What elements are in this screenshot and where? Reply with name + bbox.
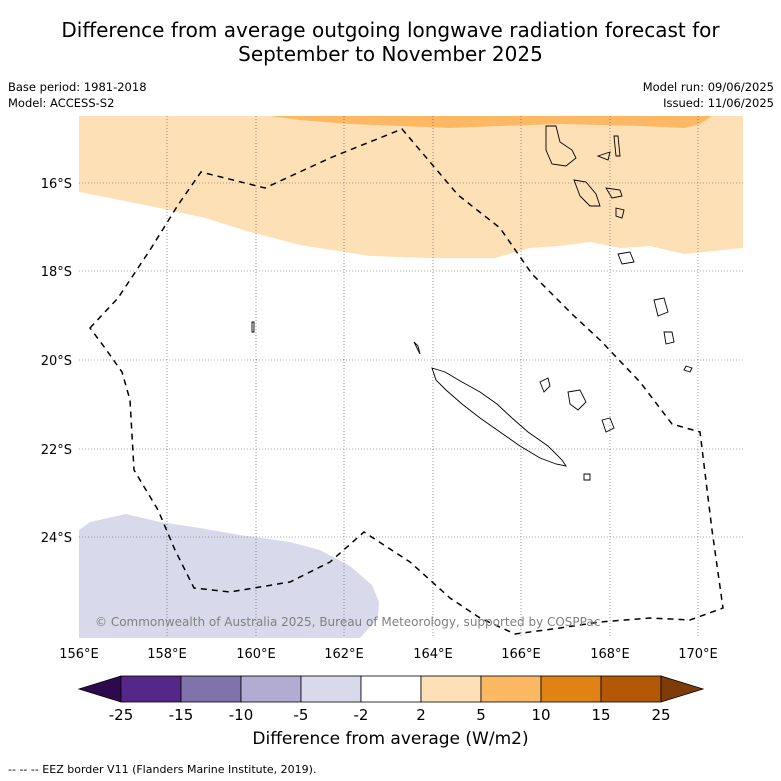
- lon-label: 160°E: [236, 647, 276, 662]
- colorbar: -25 -15 -10 -5 -2 2 5 10 15 25: [77, 675, 705, 724]
- eez-footnote: -- -- -- EEZ border V11 (Flanders Marine…: [8, 763, 317, 776]
- colorbar-tick: -15: [169, 706, 194, 724]
- longitude-labels: 156°E 158°E 160°E 162°E 164°E 166°E 168°…: [59, 647, 718, 662]
- colorbar-swatch: [600, 675, 662, 703]
- model-name: Model: ACCESS-S2: [8, 96, 115, 110]
- lat-label: 24°S: [41, 531, 72, 546]
- island-vanuatu-pentecost: [613, 135, 621, 157]
- lat-label: 16°S: [41, 177, 72, 192]
- colorbar-swatch: [240, 675, 302, 703]
- latitude-labels: 16°S 18°S 20°S 22°S 24°S: [41, 177, 72, 546]
- island-west-small: [251, 321, 255, 333]
- issued-date: Issued: 11/06/2025: [663, 96, 774, 110]
- colorbar-swatch: [300, 675, 362, 703]
- colorbar-tick: 5: [476, 706, 486, 724]
- colorbar-swatch: [420, 675, 482, 703]
- colorbar-tick: -2: [354, 706, 369, 724]
- colorbar-tick: 25: [651, 706, 670, 724]
- lat-label: 22°S: [41, 443, 72, 458]
- lon-label: 162°E: [324, 647, 364, 662]
- lon-label: 164°E: [413, 647, 453, 662]
- colorbar-extend-high: [660, 675, 705, 703]
- lat-label: 20°S: [41, 354, 72, 369]
- model-run: Model run: 09/06/2025: [642, 80, 774, 94]
- copyright-text: © Commonwealth of Australia 2025, Bureau…: [95, 615, 600, 629]
- island-loyalty-3: [601, 417, 615, 433]
- colorbar-swatch: [360, 675, 422, 703]
- gridlines: [79, 116, 743, 638]
- colorbar-tick: 10: [531, 706, 550, 724]
- colorbar-tick: -25: [109, 706, 134, 724]
- island-vanuatu-santo: [545, 125, 577, 167]
- meta-left: Base period: 1981-2018 Model: ACCESS-S2: [8, 79, 147, 111]
- title-line-2: September to November 2025: [238, 42, 543, 66]
- coastlines: [251, 125, 693, 481]
- island-vanuatu-malekula: [573, 179, 601, 207]
- lon-label: 158°E: [147, 647, 187, 662]
- island-vanuatu-ambae: [596, 151, 611, 161]
- colorbar-extend-low: [77, 675, 122, 703]
- lon-label: 168°E: [590, 647, 630, 662]
- island-chesterfield: [413, 341, 421, 355]
- island-vanuatu-tanna: [617, 251, 635, 265]
- island-matthew: [653, 297, 669, 317]
- island-vanuatu-efate: [605, 187, 623, 199]
- island-hunter: [663, 331, 675, 345]
- anomaly-region-light-orange: [79, 116, 743, 258]
- title-line-1: Difference from average outgoing longwav…: [61, 18, 720, 42]
- colorbar-swatch: [480, 675, 542, 703]
- lon-label: 156°E: [59, 647, 99, 662]
- colorbar-label: Difference from average (W/m2): [252, 729, 529, 749]
- island-loyalty-1: [539, 377, 551, 393]
- island-new-caledonia: [431, 367, 567, 467]
- lat-label: 18°S: [41, 265, 72, 280]
- meta-right: Model run: 09/06/2025 Issued: 11/06/2025: [643, 79, 774, 111]
- anomaly-region-orange: [270, 116, 712, 128]
- colorbar-swatch: [180, 675, 242, 703]
- island-walpole: [683, 365, 693, 373]
- map-title: Difference from average outgoing longwav…: [0, 18, 781, 66]
- colorbar-swatch: [540, 675, 602, 703]
- eez-border: [89, 128, 724, 635]
- base-period: Base period: 1981-2018: [8, 80, 147, 94]
- colorbar-tick: 2: [416, 706, 426, 724]
- anomaly-region-lavender: [79, 514, 379, 638]
- colorbar-tick: -5: [294, 706, 309, 724]
- lon-label: 166°E: [501, 647, 541, 662]
- island-loyalty-2: [567, 389, 587, 411]
- island-isle-of-pines: [583, 473, 591, 481]
- colorbar-tick: 15: [591, 706, 610, 724]
- map-area: © Commonwealth of Australia 2025, Bureau…: [79, 116, 743, 638]
- colorbar-swatch: [120, 675, 182, 703]
- island-vanuatu-small: [615, 207, 625, 219]
- colorbar-tick: -10: [229, 706, 254, 724]
- lon-label: 170°E: [678, 647, 718, 662]
